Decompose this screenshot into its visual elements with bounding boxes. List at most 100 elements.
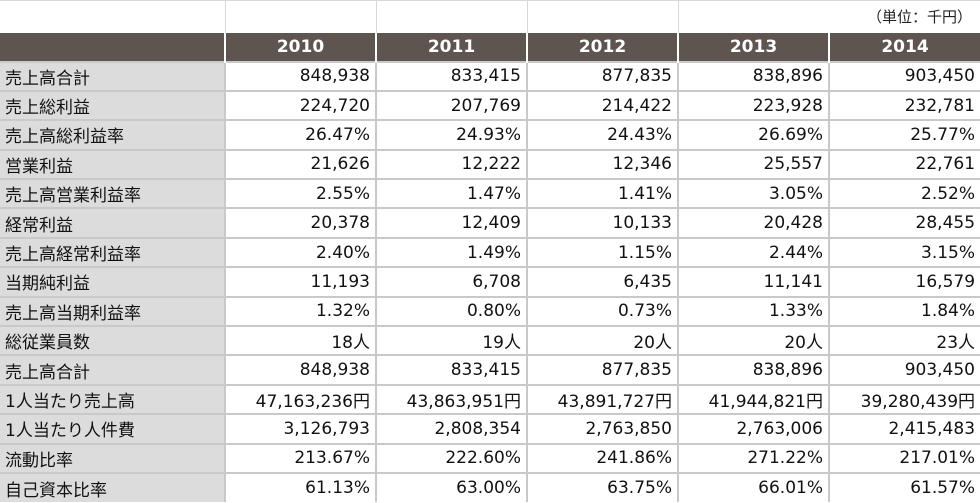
cell-value: 16,579 [827, 266, 980, 297]
cell-value: 1.84% [827, 295, 980, 327]
cell-value: 43,863,951円 [375, 383, 527, 415]
cell-value: 19人 [375, 325, 527, 356]
cell-value: 10,133 [526, 207, 678, 238]
cell-value: 222.60% [375, 442, 527, 473]
row-label: 営業利益 [0, 148, 225, 180]
cell-value: 877,835 [526, 354, 678, 385]
cell-value: 24.43% [526, 119, 678, 150]
cell-value: 18人 [224, 325, 376, 356]
cell-value: 207,769 [375, 89, 527, 121]
cell-value: 1.32% [224, 295, 376, 327]
row-label: 売上高総利益率 [0, 119, 225, 150]
cell-value: 1.41% [526, 178, 678, 209]
table-row: 売上高当期利益率 1.32% 0.80% 0.73% 1.33% 1.84% [0, 295, 980, 327]
cell-value: 271.22% [677, 442, 829, 473]
cell-value: 214,422 [526, 89, 678, 121]
table-row: 売上高合計 848,938 833,415 877,835 838,896 90… [0, 354, 980, 385]
cell-value: 2,808,354 [375, 413, 527, 444]
cell-value: 23人 [827, 325, 980, 356]
cell-value: 63.00% [375, 471, 527, 503]
cell-value: 217.01% [827, 442, 980, 473]
cell-value: 24.93% [375, 119, 527, 150]
table-row: 自己資本比率 61.13% 63.00% 63.75% 66.01% 61.57… [0, 471, 980, 503]
cell-value: 903,450 [827, 60, 980, 91]
cell-value: 11,141 [677, 266, 829, 297]
table-row: 総従業員数 18人 19人 20人 20人 23人 [0, 325, 980, 356]
table-row: 経常利益 20,378 12,409 10,133 20,428 28,455 [0, 207, 980, 238]
row-label: 1人当たり人件費 [0, 413, 225, 444]
row-label: 売上高当期利益率 [0, 295, 225, 327]
row-label: 売上高合計 [0, 354, 225, 385]
row-label: 経常利益 [0, 207, 225, 238]
header-corner-cell [0, 32, 225, 62]
table-row: 売上高合計 848,938 833,415 877,835 838,896 90… [0, 60, 980, 91]
cell-value: 26.69% [677, 119, 829, 150]
cell-value: 2.55% [224, 178, 376, 209]
row-label: 1人当たり売上高 [0, 383, 225, 415]
cell-value: 20,378 [224, 207, 376, 238]
table-row: 営業利益 21,626 12,222 12,346 25,557 22,761 [0, 148, 980, 180]
cell-value: 12,222 [375, 148, 527, 180]
cell-value: 833,415 [375, 60, 527, 91]
cell-value: 66.01% [677, 471, 829, 503]
cell-value: 224,720 [224, 89, 376, 121]
table-row: 売上高営業利益率 2.55% 1.47% 1.41% 3.05% 2.52% [0, 178, 980, 209]
header-row: 2010 2011 2012 2013 2014 [0, 32, 980, 62]
row-label: 売上高営業利益率 [0, 178, 225, 209]
cell-value: 877,835 [526, 60, 678, 91]
table-row: 1人当たり人件費 3,126,793 2,808,354 2,763,850 2… [0, 413, 980, 444]
unit-row-blank-cell [375, 0, 527, 33]
cell-value: 61.57% [827, 471, 980, 503]
cell-value: 25.77% [827, 119, 980, 150]
table-row: 1人当たり売上高 47,163,236円 43,863,951円 43,891,… [0, 383, 980, 415]
unit-note: （単位：千円） [677, 0, 980, 33]
cell-value: 1.49% [375, 236, 527, 268]
cell-value: 20人 [677, 325, 829, 356]
cell-value: 2.52% [827, 178, 980, 209]
cell-value: 20人 [526, 325, 678, 356]
cell-value: 47,163,236円 [224, 383, 376, 415]
row-label: 自己資本比率 [0, 471, 225, 503]
table-row: 売上高経常利益率 2.40% 1.49% 1.15% 2.44% 3.15% [0, 236, 980, 268]
cell-value: 28,455 [827, 207, 980, 238]
cell-value: 43,891,727円 [526, 383, 678, 415]
cell-value: 838,896 [677, 354, 829, 385]
row-label: 売上総利益 [0, 89, 225, 121]
cell-value: 833,415 [375, 354, 527, 385]
cell-value: 2,763,006 [677, 413, 829, 444]
table-row: 流動比率 213.67% 222.60% 241.86% 271.22% 217… [0, 442, 980, 473]
cell-value: 21,626 [224, 148, 376, 180]
unit-row-blank-cell [0, 0, 225, 33]
cell-value: 2.40% [224, 236, 376, 268]
cell-value: 11,193 [224, 266, 376, 297]
cell-value: 3,126,793 [224, 413, 376, 444]
cell-value: 241.86% [526, 442, 678, 473]
unit-row-blank-cell [224, 0, 376, 33]
cell-value: 232,781 [827, 89, 980, 121]
row-label: 総従業員数 [0, 325, 225, 356]
table-row: 売上総利益 224,720 207,769 214,422 223,928 23… [0, 89, 980, 121]
year-header: 2012 [526, 32, 678, 62]
cell-value: 25,557 [677, 148, 829, 180]
cell-value: 1.47% [375, 178, 527, 209]
row-label: 売上高経常利益率 [0, 236, 225, 268]
cell-value: 20,428 [677, 207, 829, 238]
cell-value: 3.05% [677, 178, 829, 209]
cell-value: 12,409 [375, 207, 527, 238]
cell-value: 2,415,483 [827, 413, 980, 444]
cell-value: 2,763,850 [526, 413, 678, 444]
cell-value: 3.15% [827, 236, 980, 268]
year-header: 2013 [677, 32, 829, 62]
cell-value: 61.13% [224, 471, 376, 503]
cell-value: 12,346 [526, 148, 678, 180]
year-header: 2011 [375, 32, 527, 62]
unit-row-blank-cell [526, 0, 678, 33]
table-row: 当期純利益 11,193 6,708 6,435 11,141 16,579 [0, 266, 980, 297]
cell-value: 223,928 [677, 89, 829, 121]
cell-value: 213.67% [224, 442, 376, 473]
cell-value: 838,896 [677, 60, 829, 91]
cell-value: 0.80% [375, 295, 527, 327]
table-row: 売上高総利益率 26.47% 24.93% 24.43% 26.69% 25.7… [0, 119, 980, 150]
